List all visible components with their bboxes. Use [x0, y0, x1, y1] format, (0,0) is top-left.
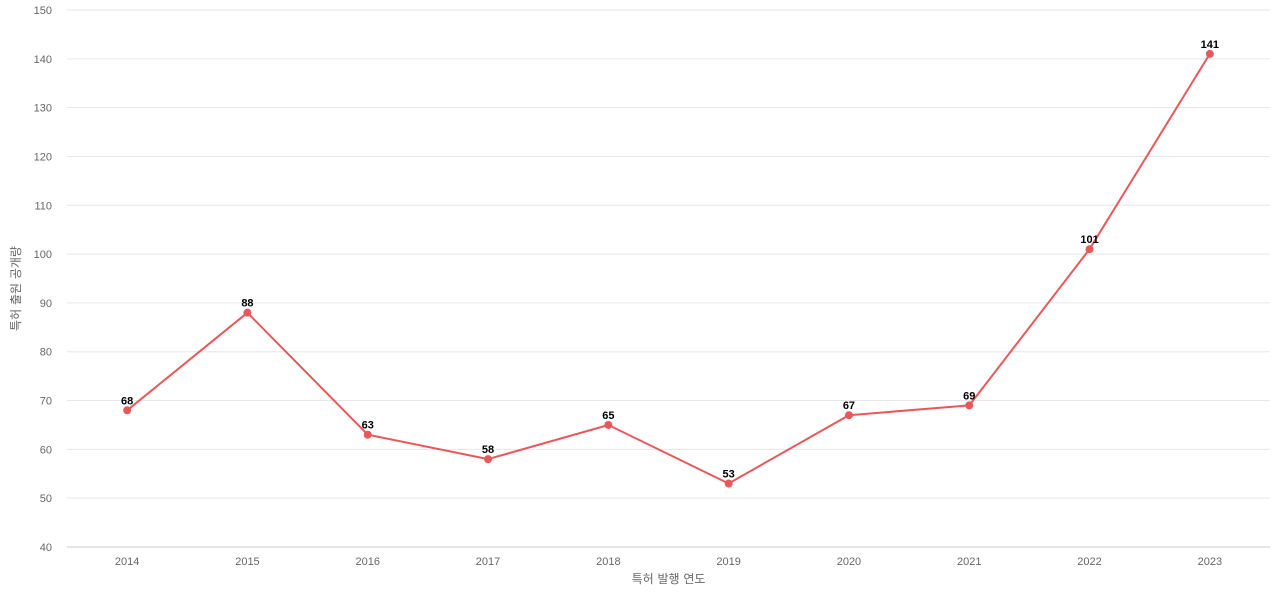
data-point[interactable] [965, 401, 974, 410]
data-label: 88 [241, 298, 253, 310]
data-label: 101 [1080, 234, 1098, 246]
x-tick-label: 2023 [1198, 556, 1222, 568]
x-axis-title: 특허 발행 연도 [632, 571, 706, 586]
data-label: 69 [963, 390, 975, 402]
data-label: 58 [482, 444, 494, 456]
y-tick-label: 80 [40, 347, 52, 359]
y-tick-label: 90 [40, 298, 52, 310]
x-tick-label: 2017 [476, 556, 500, 568]
y-tick-label: 120 [34, 151, 52, 163]
series-layer [123, 49, 1214, 488]
data-point[interactable] [604, 420, 613, 429]
x-tick-label: 2022 [1077, 556, 1101, 568]
data-label: 67 [843, 400, 855, 412]
y-tick-label: 140 [34, 54, 52, 66]
data-point[interactable] [363, 430, 372, 439]
data-point[interactable] [123, 406, 132, 415]
data-label: 53 [723, 469, 735, 481]
data-point[interactable] [1085, 245, 1094, 254]
y-tick-label: 150 [34, 5, 52, 17]
y-axis-title: 특허 출원 공개량 [9, 246, 23, 331]
x-tick-label: 2016 [356, 556, 380, 568]
data-label: 68 [121, 395, 133, 407]
y-axis-ticks: 40 50 60 70 80 90 100 110 120 130 140 150 [34, 5, 52, 554]
data-labels: 68 88 63 58 65 53 67 69 101 141 [121, 39, 1219, 481]
data-point[interactable] [243, 308, 252, 317]
y-tick-label: 70 [40, 396, 52, 408]
x-tick-label: 2018 [596, 556, 620, 568]
y-tick-label: 100 [34, 249, 52, 261]
data-label: 65 [602, 410, 614, 422]
y-tick-label: 40 [40, 542, 52, 554]
x-tick-label: 2015 [235, 556, 259, 568]
data-label: 63 [362, 420, 374, 432]
x-tick-label: 2021 [957, 556, 981, 568]
series-line [126, 52, 1211, 485]
y-tick-label: 50 [40, 493, 52, 505]
y-tick-label: 130 [34, 103, 52, 115]
x-tick-label: 2014 [115, 556, 139, 568]
data-point[interactable] [1205, 49, 1214, 58]
x-tick-label: 2020 [837, 556, 861, 568]
grid-lines [67, 9, 1270, 499]
y-tick-label: 110 [34, 200, 52, 212]
data-point[interactable] [484, 455, 493, 464]
x-tick-label: 2019 [716, 556, 740, 568]
data-point[interactable] [844, 411, 853, 420]
y-tick-label: 60 [40, 444, 52, 456]
data-point[interactable] [724, 479, 733, 488]
data-label: 141 [1201, 39, 1219, 51]
x-axis-ticks: 2014 2015 2016 2017 2018 2019 2020 2021 2022 2023 [115, 556, 1222, 568]
